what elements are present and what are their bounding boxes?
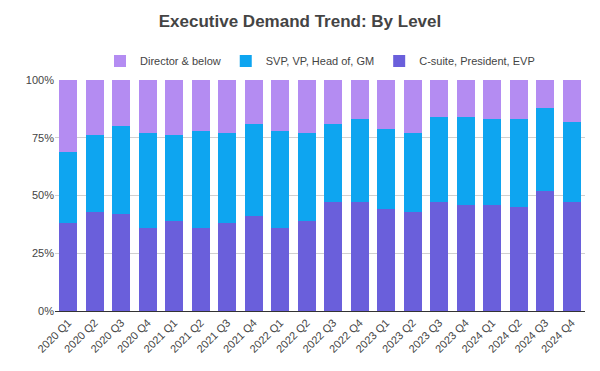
svg-text:2022 Q2: 2022 Q2 — [274, 317, 312, 355]
svg-text:2022 Q1: 2022 Q1 — [247, 317, 285, 355]
svg-text:2022 Q3: 2022 Q3 — [300, 317, 338, 355]
svg-text:2021 Q4: 2021 Q4 — [221, 317, 259, 355]
svg-text:2023 Q4: 2023 Q4 — [433, 317, 471, 355]
svg-text:2023 Q3: 2023 Q3 — [406, 317, 444, 355]
svg-text:2020 Q3: 2020 Q3 — [88, 317, 126, 355]
svg-text:2024 Q4: 2024 Q4 — [539, 317, 577, 355]
svg-text:2024 Q2: 2024 Q2 — [486, 317, 524, 355]
svg-text:0%: 0% — [38, 305, 54, 317]
svg-text:2024 Q1: 2024 Q1 — [459, 317, 497, 355]
svg-text:2021 Q1: 2021 Q1 — [141, 317, 179, 355]
svg-text:C-suite, President, EVP: C-suite, President, EVP — [419, 55, 535, 67]
svg-text:100%: 100% — [26, 74, 54, 86]
svg-text:2021 Q3: 2021 Q3 — [194, 317, 232, 355]
svg-text:2022 Q4: 2022 Q4 — [327, 317, 365, 355]
svg-text:2020 Q2: 2020 Q2 — [62, 317, 100, 355]
svg-text:25%: 25% — [32, 247, 54, 259]
svg-text:50%: 50% — [32, 189, 54, 201]
svg-text:2020 Q4: 2020 Q4 — [115, 317, 153, 355]
svg-text:Executive Demand Trend: By Lev: Executive Demand Trend: By Level — [159, 12, 442, 31]
svg-text:2024 Q3: 2024 Q3 — [512, 317, 550, 355]
svg-text:2023 Q2: 2023 Q2 — [380, 317, 418, 355]
svg-text:75%: 75% — [32, 132, 54, 144]
svg-text:Director & below: Director & below — [140, 55, 221, 67]
svg-text:2020 Q1: 2020 Q1 — [35, 317, 73, 355]
svg-text:2021 Q2: 2021 Q2 — [168, 317, 206, 355]
svg-text:2023 Q1: 2023 Q1 — [353, 317, 391, 355]
svg-text:SVP, VP, Head of, GM: SVP, VP, Head of, GM — [266, 55, 374, 67]
